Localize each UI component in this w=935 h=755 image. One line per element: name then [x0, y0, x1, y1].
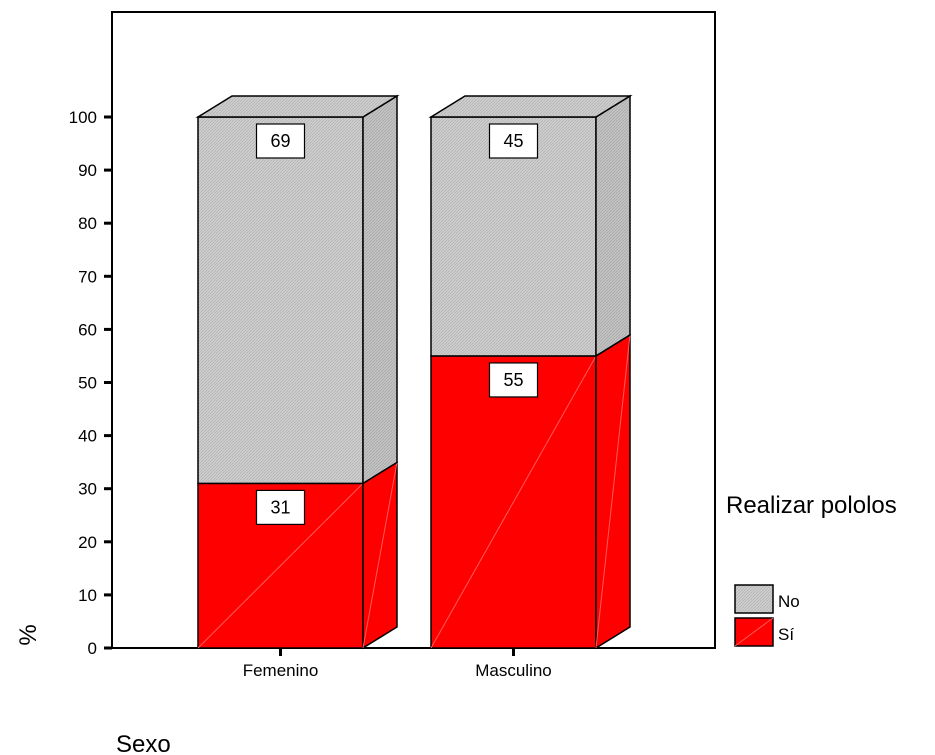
- bar-top: [195, 95, 400, 118]
- bar-no-side: [362, 94, 398, 485]
- y-tick-label: 40: [78, 427, 97, 446]
- x-axis-title: Sexo: [116, 731, 171, 755]
- data-label: 31: [270, 497, 290, 517]
- data-label-box: [255, 489, 306, 525]
- y-tick-label: 30: [78, 480, 97, 499]
- legend-swatch-si-shade: [734, 617, 774, 647]
- data-label: 55: [503, 370, 523, 390]
- y-tick-label: 20: [78, 533, 97, 552]
- bar-si-side-shade: [362, 462, 398, 649]
- bar-no-side: [595, 94, 631, 358]
- y-tick-label: 0: [88, 639, 97, 658]
- legend-swatch-no: [734, 584, 774, 614]
- legend-title: Realizar pololos: [726, 492, 897, 519]
- data-label-box: [255, 123, 306, 159]
- x-axis: Femenino Masculino: [243, 648, 552, 680]
- data-label-box: [488, 123, 539, 159]
- legend-label-no: No: [778, 592, 800, 611]
- bar-si-shade: [430, 355, 597, 649]
- y-axis: 0 10 20 30 40 50 60 70 80 90 100: [69, 108, 112, 658]
- y-tick-label: 100: [69, 108, 97, 127]
- bar-si-side-shade: [595, 334, 631, 649]
- y-tick-label: 80: [78, 214, 97, 233]
- data-label-box: [488, 362, 539, 398]
- bar-top: [428, 95, 633, 118]
- data-label: 69: [270, 131, 290, 151]
- bar-si-shade: [197, 483, 364, 649]
- y-tick-label: 90: [78, 161, 97, 180]
- y-axis-title: %: [15, 624, 42, 645]
- x-category-label: Masculino: [475, 661, 552, 680]
- data-labels-group: 69 31 45 55: [255, 123, 539, 525]
- y-tick-label: 70: [78, 267, 97, 286]
- y-tick-label: 60: [78, 320, 97, 339]
- x-category-label: Femenino: [243, 661, 319, 680]
- bars-group: [195, 94, 633, 650]
- y-tick-label: 50: [78, 374, 97, 393]
- legend: Realizar pololos No Sí: [726, 492, 897, 647]
- data-label: 45: [503, 131, 523, 151]
- legend-label-si: Sí: [778, 625, 794, 644]
- bar-no-femenino: [197, 116, 364, 485]
- y-tick-label: 10: [78, 586, 97, 605]
